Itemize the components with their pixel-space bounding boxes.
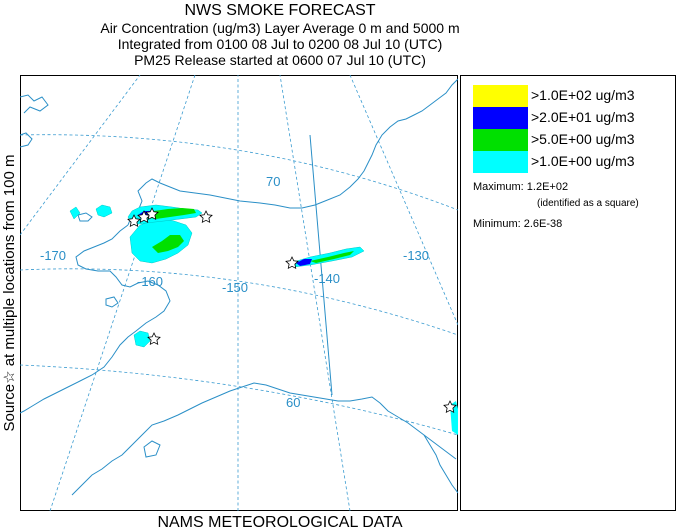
legend-swatch-cyan — [473, 151, 528, 173]
source-star — [285, 256, 299, 270]
lon-label-140: -140 — [314, 271, 340, 286]
legend-label: >1.0E+02 ug/m3 — [531, 87, 635, 103]
legend-swatch-yellow — [473, 85, 528, 107]
legend-row: >2.0E+01 ug/m3 — [473, 107, 673, 129]
plume-interior-green — [310, 251, 354, 263]
legend-swatch-blue — [473, 107, 528, 129]
legend-label: >1.0E+00 ug/m3 — [531, 153, 635, 169]
latitude-line-65 — [20, 268, 458, 336]
legend-minimum: Minimum: 2.6E-38 — [473, 218, 563, 230]
lat-label-60: 60 — [286, 395, 300, 410]
legend-row: >5.0E+00 ug/m3 — [473, 129, 673, 151]
integration-period-line: Integrated from 0100 08 Jul to 0200 08 J… — [117, 36, 443, 52]
kodiak-island — [143, 440, 161, 458]
gulf-of-alaska-coast — [71, 382, 457, 496]
alaska-west-coast — [20, 224, 171, 414]
plume-kenai — [133, 330, 151, 348]
latitude-line-70 — [20, 134, 458, 211]
meteorological-data-label: NAMS METEOROLOGICAL DATA — [157, 514, 403, 531]
source-markers — [127, 207, 457, 414]
st-lawrence-island — [77, 212, 93, 222]
concentration-line: Air Concentration (ug/m3) Layer Average … — [100, 20, 460, 36]
coastlines — [20, 78, 458, 496]
plume-small-west-2 — [95, 204, 113, 218]
legend-row: >1.0E+02 ug/m3 — [473, 85, 673, 107]
plume-interior-blue — [296, 259, 312, 266]
north-slope-coast — [127, 78, 458, 226]
lon-label-170: -170 — [40, 248, 66, 263]
source-star — [147, 332, 161, 346]
plume-yukon-green — [152, 235, 184, 253]
forecast-header: NWS SMOKE FORECAST Air Concentration (ug… — [20, 0, 540, 68]
plume-small-west-1 — [69, 206, 81, 220]
lat-label-70: 70 — [266, 174, 280, 189]
source-star — [443, 400, 457, 414]
southeast-panhandle-coast — [423, 434, 458, 494]
forecast-title: NWS SMOKE FORECAST — [184, 2, 376, 19]
longitude-line-140 — [279, 75, 351, 511]
canada-border — [309, 134, 333, 396]
longitude-line-170 — [20, 75, 141, 236]
source-star — [145, 207, 159, 221]
release-start-line: PM25 Release started at 0600 07 Jul 10 (… — [134, 52, 426, 68]
lon-label-160: -160 — [137, 274, 163, 289]
legend-swatch-green — [473, 129, 528, 151]
source-side-label: Source☆ at multiple locations from 100 m — [1, 154, 18, 432]
lon-label-150: -150 — [222, 280, 248, 295]
siberia-coast — [20, 94, 49, 148]
plume-north-green — [144, 208, 196, 219]
source-star — [127, 214, 141, 228]
source-star — [199, 210, 213, 224]
legend-label: >2.0E+01 ug/m3 — [531, 109, 635, 125]
longitude-line-130 — [349, 75, 458, 326]
legend-row: >1.0E+00 ug/m3 — [473, 151, 673, 173]
latitude-line-60 — [20, 364, 458, 436]
nunivak-island — [105, 296, 119, 308]
legend-panel: >1.0E+02 ug/m3 >2.0E+01 ug/m3 >5.0E+00 u… — [460, 75, 676, 511]
smoke-forecast-map: 70 60 -170 -160 -150 -140 -130 — [20, 75, 458, 511]
legend-maximum: Maximum: 1.2E+02 — [473, 181, 569, 193]
graticule — [20, 75, 458, 511]
legend-maximum-note: (identified as a square) — [537, 198, 639, 209]
source-side-label-container: Source☆ at multiple locations from 100 m — [0, 73, 20, 513]
map-frame — [20, 75, 458, 511]
grid-labels: 70 60 -170 -160 -150 -140 -130 — [40, 174, 429, 410]
lon-label-130: -130 — [403, 248, 429, 263]
legend-label: >5.0E+00 ug/m3 — [531, 131, 635, 147]
